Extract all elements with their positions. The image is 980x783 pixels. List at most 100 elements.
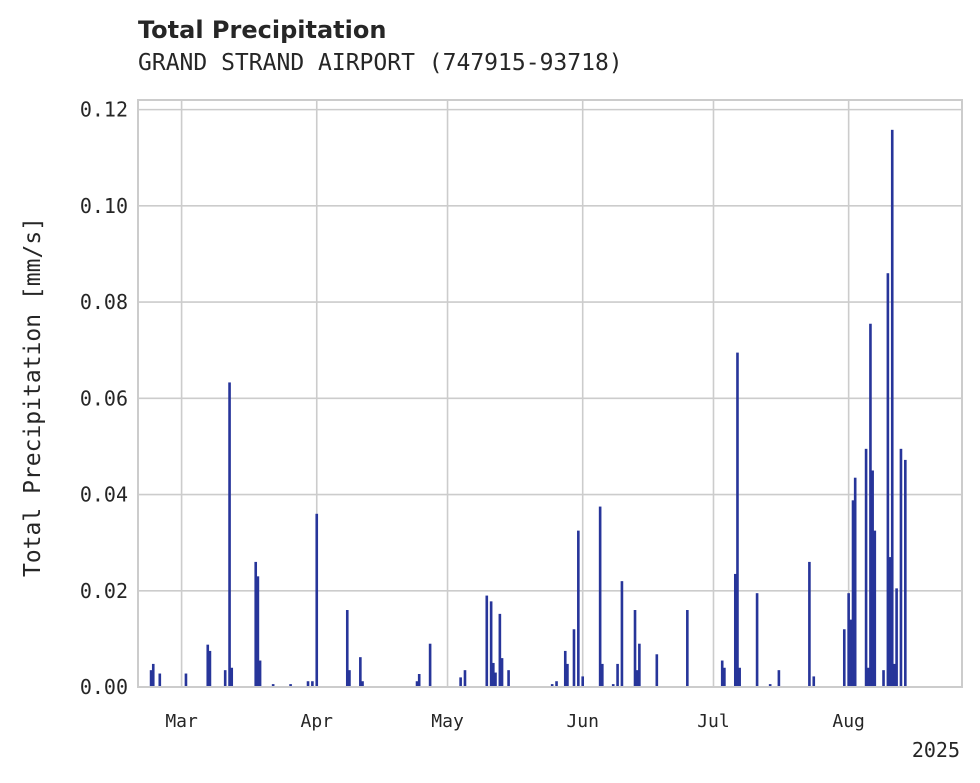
precipitation-bar (851, 500, 855, 687)
precipitation-bar (206, 644, 210, 687)
plot-frame (137, 99, 963, 688)
precipitation-bar (223, 670, 227, 687)
precipitation-bar (577, 530, 580, 687)
precipitation-bar (289, 684, 292, 687)
precipitation-bar (271, 684, 275, 687)
bar-series (149, 129, 907, 687)
precipitation-bar (306, 681, 310, 687)
chart-title: Total Precipitation (138, 16, 387, 44)
precipitation-bar (507, 670, 510, 687)
precipitation-bar (620, 581, 624, 687)
x-tick-label: Mar (165, 711, 198, 732)
precipitation-bar (359, 657, 362, 687)
precipitation-bar (581, 676, 585, 687)
y-tick-label: 0.06 (80, 386, 128, 410)
x-tick-label: Jun (566, 711, 599, 732)
y-axis-label: Total Precipitation [mm/s] (20, 217, 46, 577)
precipitation-bar (869, 323, 872, 687)
precipitation-bar (638, 643, 641, 687)
precipitation-bar (256, 576, 260, 687)
y-tick-label: 0.02 (80, 579, 128, 603)
precipitation-bar (550, 684, 554, 687)
precipitation-bar (463, 670, 467, 687)
precipitation-bar (184, 673, 188, 687)
y-tick-label: 0.12 (80, 98, 128, 122)
precipitation-bar (888, 557, 892, 687)
precipitation-bar (633, 610, 637, 687)
y-tick-label: 0.08 (80, 290, 128, 314)
precipitation-bar (886, 273, 890, 687)
precipitation-bar (686, 610, 689, 687)
x-tick-label: Apr (300, 711, 333, 732)
precipitation-bar (563, 650, 567, 687)
precipitation-bar (882, 670, 885, 687)
precipitation-bar (733, 573, 737, 687)
precipitation-bar (494, 672, 497, 687)
precipitation-bar (258, 660, 262, 687)
precipitation-bar (485, 595, 489, 687)
precipitation-bar (842, 629, 846, 687)
precipitation-bar (899, 448, 903, 687)
precipitation-bar (847, 593, 850, 687)
x-tick-label: Jul (697, 711, 730, 732)
precipitation-bar (893, 663, 896, 687)
precipitation-bar (348, 670, 351, 687)
precipitation-bar (873, 530, 877, 687)
precipitation-bar (755, 593, 759, 687)
precipitation-bar (254, 561, 258, 687)
precipitation-bar (864, 448, 868, 687)
precipitation-bar (489, 601, 493, 687)
precipitation-bar (492, 662, 495, 687)
precipitation-bar (566, 663, 569, 687)
precipitation-bar (853, 477, 857, 687)
precipitation-bar (611, 684, 615, 687)
precipitation-bar (315, 513, 319, 687)
y-tick-label: 0.04 (80, 483, 128, 507)
precipitation-bar (572, 629, 576, 687)
precipitation-bar (428, 643, 432, 687)
precipitation-bar (635, 670, 639, 687)
precipitation-bar (616, 663, 619, 687)
x-tick-label: May (431, 711, 464, 732)
precipitation-bar (598, 506, 602, 687)
precipitation-bar (149, 670, 153, 687)
precipitation-bar (230, 667, 234, 687)
y-tick-label: 0.10 (80, 194, 128, 218)
chart-subtitle: GRAND STRAND AIRPORT (747915-93718) (138, 50, 623, 76)
y-tick-label: 0.00 (80, 675, 128, 699)
precipitation-bar (361, 681, 364, 687)
precipitation-bar (311, 681, 314, 687)
grid-lines (138, 100, 962, 688)
precipitation-bar (720, 660, 724, 687)
precipitation-bar (812, 676, 816, 687)
precipitation-bar (158, 673, 162, 687)
precipitation-bar (415, 681, 419, 687)
precipitation-bar (555, 681, 558, 687)
precipitation-bar (866, 667, 870, 687)
precipitation-bar (655, 654, 659, 687)
precipitation-bar (498, 613, 502, 687)
precipitation-bar (738, 667, 741, 687)
precipitation-bar (500, 658, 504, 687)
precipitation-bar (808, 561, 811, 687)
precipitation-bar (417, 674, 421, 687)
y-axis-ticks: 0.00 0.02 0.04 0.06 0.08 0.10 0.12 (80, 98, 128, 699)
precipitation-bar (345, 610, 349, 687)
precipitation-bar (228, 382, 231, 687)
precipitation-bar (723, 667, 726, 687)
precipitation-bar (849, 619, 853, 687)
x-tick-label: Aug (832, 711, 865, 732)
precipitation-bar (601, 663, 604, 687)
precipitation-bar (208, 650, 212, 687)
precipitation-bar (871, 470, 874, 687)
precipitation-bar (768, 684, 772, 687)
precipitation-bar (459, 677, 462, 687)
precipitation-bar (777, 670, 781, 687)
precipitation-bar (895, 588, 898, 687)
precipitation-bar (904, 459, 907, 687)
x-axis-ticks: Mar Apr May Jun Jul Aug (165, 711, 865, 732)
x-axis-year-label: 2025 (912, 738, 960, 762)
precipitation-bar (890, 129, 894, 687)
precipitation-bar (151, 663, 155, 687)
